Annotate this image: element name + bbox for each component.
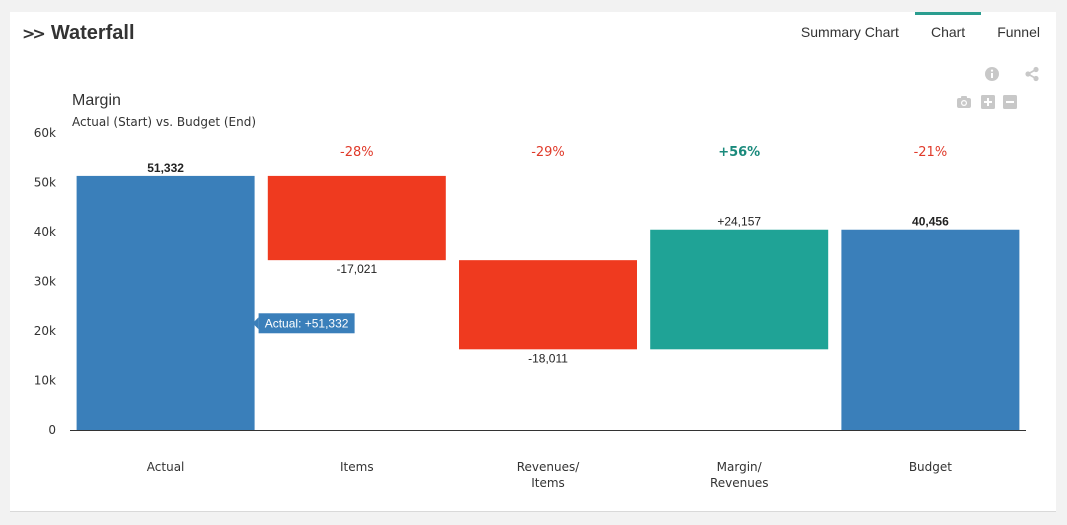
tooltip-text: Actual: +51,332 [265, 316, 349, 330]
share-icon[interactable] [1024, 66, 1040, 82]
category-label: Margin/ [717, 460, 763, 474]
minus-icon[interactable] [1002, 94, 1018, 110]
percent-change-label: -21% [914, 145, 948, 160]
percent-change-label: -28% [340, 145, 374, 160]
data-label: 40,456 [912, 215, 949, 229]
data-label: -17,021 [336, 262, 377, 276]
tab-funnel[interactable]: Funnel [997, 24, 1040, 40]
percent-change-label: +56% [718, 145, 760, 160]
data-label: -18,011 [528, 351, 568, 365]
bars-group [76, 175, 1020, 430]
data-label: +24,157 [717, 215, 761, 229]
chart-title: Margin [72, 92, 121, 109]
category-label: Actual [147, 460, 185, 474]
chart-toolbar [957, 64, 1039, 114]
y-tick-label: 30k [34, 275, 56, 289]
info-icon[interactable] [984, 66, 1000, 82]
category-label: Revenues/ [517, 460, 581, 474]
category-label: Revenues [710, 476, 769, 490]
category-label: Items [340, 460, 374, 474]
data-label: 51,332 [147, 161, 184, 175]
tooltip-pointer [252, 317, 259, 330]
y-tick-label: 10k [34, 374, 56, 388]
category-label: Items [531, 476, 565, 490]
waterfall-bar[interactable] [841, 229, 1020, 430]
double-chevron-right-icon[interactable]: >> [22, 23, 46, 43]
y-axis: 0 10k 20k 30k 40k 50k 60k [34, 126, 56, 437]
percent-change-label: -29% [531, 145, 565, 160]
waterfall-bar[interactable] [76, 175, 255, 430]
y-tick-label: 60k [34, 126, 56, 140]
view-tabs: Summary Chart Chart Funnel [785, 12, 1056, 48]
y-tick-label: 20k [34, 324, 56, 338]
waterfall-chart: Margin Actual (Start) vs. Budget (End) 0… [34, 92, 1026, 490]
waterfall-bar[interactable] [459, 260, 637, 350]
tooltip: Actual: +51,332 [252, 313, 355, 334]
tab-summary-chart[interactable]: Summary Chart [800, 24, 899, 40]
waterfall-bar[interactable] [650, 229, 829, 350]
y-tick-label: 0 [48, 423, 56, 437]
plus-icon[interactable] [980, 94, 996, 110]
panel-header: >> Waterfall [22, 20, 135, 46]
chart-subtitle: Actual (Start) vs. Budget (End) [72, 115, 256, 129]
y-tick-label: 40k [34, 225, 56, 239]
category-label: Budget [909, 460, 952, 474]
tooltip-box [258, 313, 355, 334]
camera-icon[interactable] [956, 94, 972, 110]
tab-chart[interactable]: Chart [914, 12, 982, 48]
waterfall-card: >> Waterfall Summary Chart Chart Funnel [10, 12, 1056, 512]
labels-group: 51,332 Actual -17,021 -28% Items -18,011 -29% R… [147, 145, 952, 490]
waterfall-bar[interactable] [267, 175, 446, 261]
y-tick-label: 50k [34, 176, 56, 190]
panel-title: Waterfall [50, 21, 135, 44]
